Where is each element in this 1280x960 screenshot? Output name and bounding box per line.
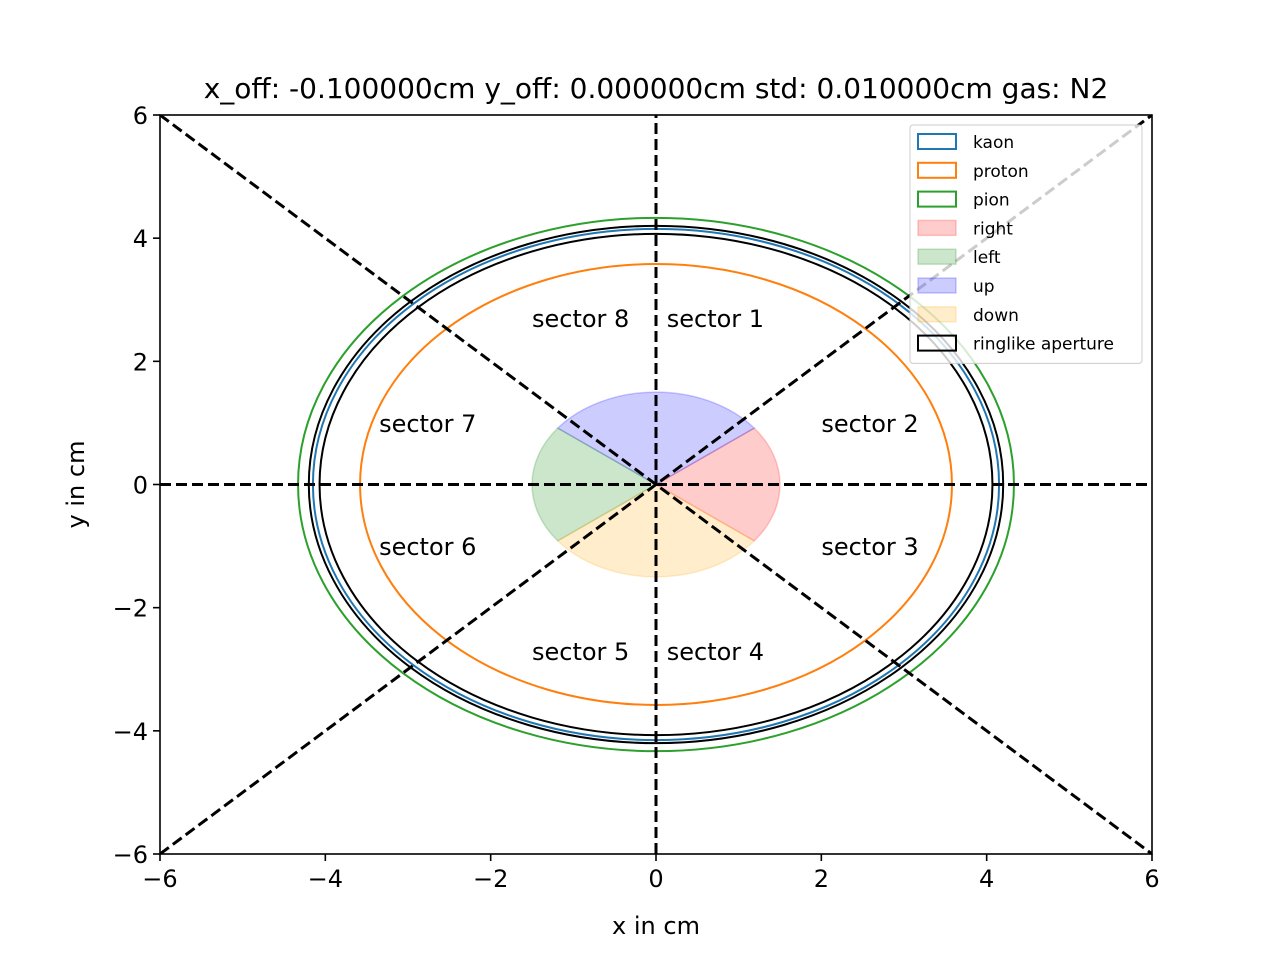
sector-label: sector 2 xyxy=(821,410,918,438)
legend-label: kaon xyxy=(973,133,1014,153)
y-tick-label: 6 xyxy=(133,102,148,130)
region-right xyxy=(654,427,781,542)
x-tick-label: 0 xyxy=(648,865,663,893)
x-tick-label: 4 xyxy=(979,865,994,893)
legend-swatch-up xyxy=(917,277,957,294)
legend-label: ringlike aperture xyxy=(973,335,1114,355)
y-tick-label: −6 xyxy=(113,841,148,869)
region-up xyxy=(556,391,756,486)
legend-swatch-ringlike-aperture xyxy=(917,334,957,352)
y-tick-label: −2 xyxy=(113,595,148,623)
x-axis-label: x in cm xyxy=(612,912,700,940)
y-tick-label: 2 xyxy=(133,348,148,376)
sector-label: sector 1 xyxy=(667,305,764,333)
sector-label: sector 5 xyxy=(532,638,629,666)
x-tick-label: −4 xyxy=(308,865,343,893)
sector-label: sector 7 xyxy=(379,410,476,438)
legend-box xyxy=(909,124,1143,364)
legend-label: left xyxy=(973,248,1001,268)
sector-label: sector 4 xyxy=(667,638,764,666)
legend-label: down xyxy=(973,306,1019,326)
x-tick-label: 2 xyxy=(814,865,829,893)
legend-swatch-pion xyxy=(917,190,957,208)
legend-swatch-proton xyxy=(917,161,957,179)
legend-label: pion xyxy=(973,191,1010,211)
legend-label: proton xyxy=(973,162,1029,182)
legend-label: right xyxy=(973,219,1013,239)
y-tick-label: 0 xyxy=(133,472,148,500)
legend-swatch-left xyxy=(917,248,957,265)
legend-label: up xyxy=(973,277,995,297)
legend-swatch-kaon xyxy=(917,133,957,150)
y-tick-label: 4 xyxy=(133,225,148,253)
y-tick-label: −4 xyxy=(113,718,148,746)
sector-label: sector 3 xyxy=(821,533,918,561)
x-tick-label: −2 xyxy=(473,865,508,893)
sector-label: sector 6 xyxy=(379,533,476,561)
x-tick-label: −6 xyxy=(142,865,177,893)
x-tick-label: 6 xyxy=(1144,865,1159,893)
y-axis-label: y in cm xyxy=(62,441,90,529)
sector-label: sector 8 xyxy=(532,305,629,333)
chart-title: x_off: -0.100000cm y_off: 0.000000cm std… xyxy=(204,72,1109,105)
legend-swatch-down xyxy=(917,306,957,323)
legend-swatch-right xyxy=(917,219,957,237)
